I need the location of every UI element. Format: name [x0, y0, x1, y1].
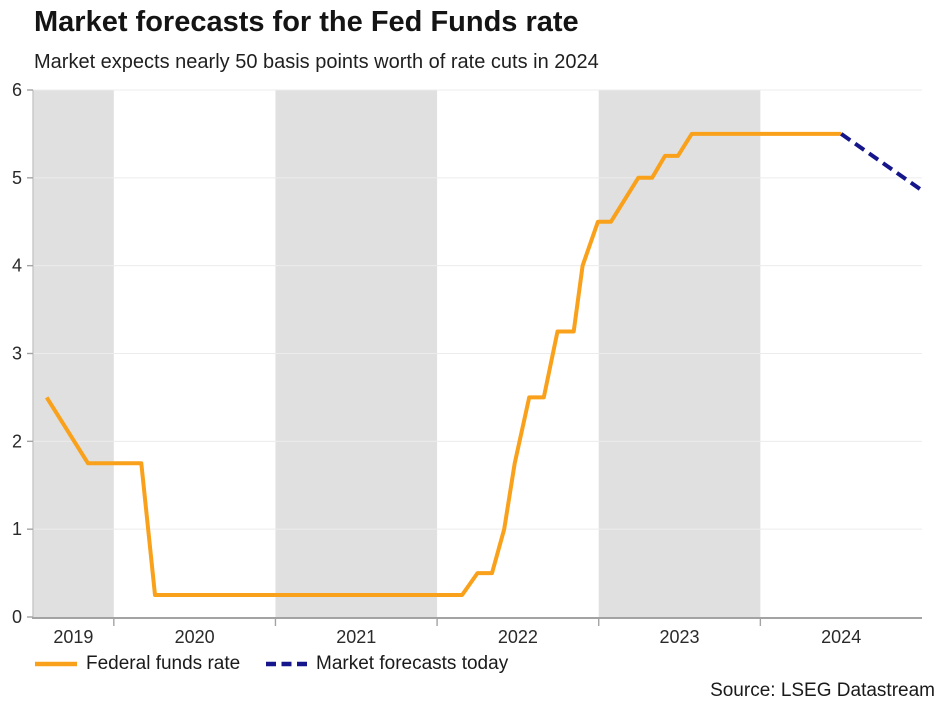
legend-item-federal-funds-rate: Federal funds rate [35, 652, 240, 676]
series-line-dashed [840, 132, 922, 191]
solid-line-swatch [35, 661, 77, 667]
chart-title: Market forecasts for the Fed Funds rate [34, 6, 579, 38]
legend-label-market-forecasts-today: Market forecasts today [316, 653, 509, 674]
x-tick-label: 2020 [175, 627, 215, 647]
y-tick-label: 5 [12, 168, 22, 188]
x-tick-label: 2024 [821, 627, 861, 647]
y-tick-label: 6 [12, 80, 22, 100]
y-tick-label: 1 [12, 519, 22, 539]
legend-item-market-forecasts-today: Market forecasts today [266, 652, 508, 676]
y-tick-label: 3 [12, 344, 22, 364]
x-tick-label: 2023 [660, 627, 700, 647]
x-tick-label: 2019 [53, 627, 93, 647]
dashed-line-swatch [266, 661, 307, 667]
legend-label-federal-funds-rate: Federal funds rate [86, 653, 241, 674]
y-tick-label: 4 [12, 256, 22, 276]
y-tick-label: 0 [12, 607, 22, 627]
x-tick-label: 2021 [336, 627, 376, 647]
x-tick-label: 2022 [498, 627, 538, 647]
source-note: Source: LSEG Datastream [710, 680, 935, 701]
y-tick-label: 2 [12, 431, 22, 451]
series-line-solid [45, 131, 842, 597]
chart-subtitle: Market expects nearly 50 basis points wo… [34, 51, 599, 73]
